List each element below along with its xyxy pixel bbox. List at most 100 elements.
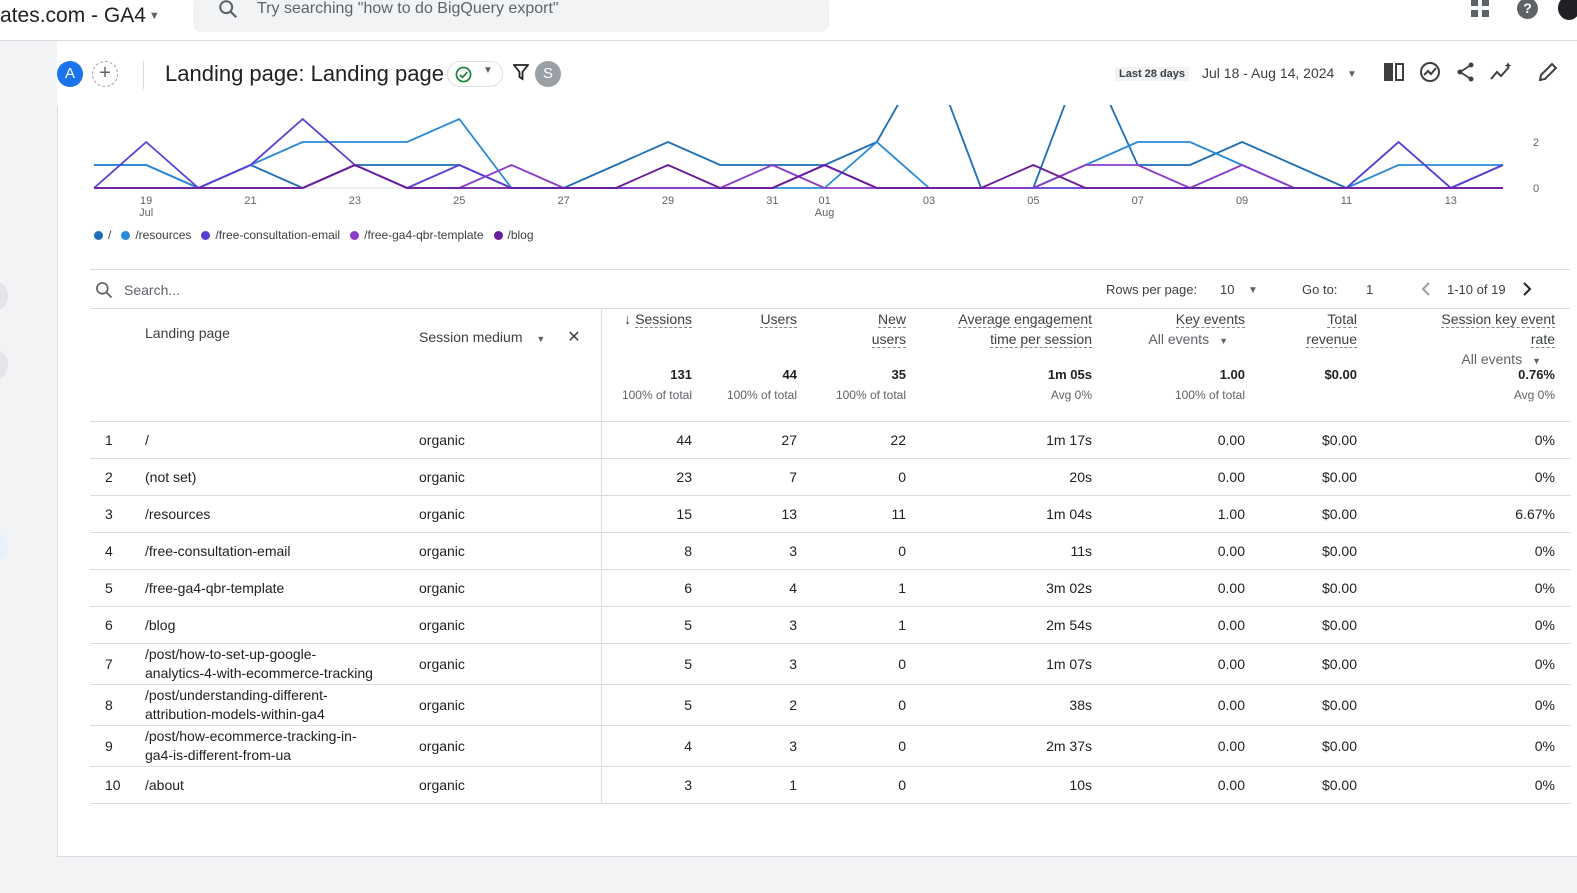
table-search-input[interactable]: Search... (94, 280, 180, 305)
chevron-down-icon[interactable]: ▼ (1347, 69, 1357, 80)
header-label: Key events (1175, 311, 1245, 328)
segment-avatar-s[interactable]: S (535, 61, 561, 87)
search-icon (219, 0, 238, 19)
new_users-cell: 0 (797, 766, 906, 804)
ke-cell: 0.00 (1092, 643, 1245, 685)
nav-item[interactable] (0, 351, 8, 379)
row-number: 2 (90, 458, 145, 496)
table-row[interactable]: 9/post/how-ecommerce-tracking-in-ga4-is-… (90, 725, 1571, 767)
aet-cell: 38s (906, 684, 1092, 726)
account-avatar[interactable] (1558, 0, 1577, 20)
skr-cell: 0% (1357, 421, 1571, 459)
landing-page-cell[interactable]: /free-consultation-email (145, 532, 419, 570)
header-session-medium[interactable]: Session medium ▼ ✕ (419, 309, 602, 367)
sessions-cell: 5 (601, 606, 692, 644)
table-row[interactable]: 4/free-consultation-email organic 8 3 0 11s 0.… (90, 532, 1571, 570)
nav-item-active[interactable] (0, 532, 8, 560)
table-row[interactable]: 7/post/how-to-set-up-google-analytics-4-… (90, 643, 1571, 685)
table-row[interactable]: 8/post/understanding-different-attributi… (90, 684, 1571, 726)
rev-cell: $0.00 (1245, 532, 1357, 570)
rows-per-page-label: Rows per page: (1106, 282, 1198, 297)
session-medium-cell: organic (419, 684, 602, 726)
row-number: 6 (90, 606, 145, 644)
legend-item[interactable]: /free-consultation-email (201, 228, 340, 242)
close-icon[interactable]: ✕ (567, 329, 581, 346)
header-session-key-event-rate[interactable]: Session key event rate All events ▼ (1357, 309, 1571, 367)
global-search-input[interactable]: Try searching "how to do BigQuery export… (193, 0, 829, 32)
rows-per-page-select[interactable]: 10 (1220, 282, 1235, 297)
help-icon[interactable]: ? (1517, 0, 1538, 19)
account-selector[interactable]: ates.com - GA4 ▼ (0, 4, 160, 28)
apps-grid-icon[interactable] (1470, 0, 1492, 20)
chevron-down-icon[interactable]: ▼ (536, 334, 546, 344)
legend-item[interactable]: / (94, 228, 111, 242)
comparison-avatar-a[interactable]: A (57, 61, 83, 87)
add-comparison-button[interactable]: + (92, 61, 118, 87)
totals-row: 131 100% of total 44 100% of total 35 100% … (90, 367, 1571, 422)
rev-cell: $0.00 (1245, 421, 1357, 459)
header-users[interactable]: Users (692, 309, 797, 367)
goto-input[interactable]: 1 (1366, 282, 1374, 297)
share-icon[interactable] (1455, 61, 1477, 83)
landing-page-cell[interactable]: /post/understanding-different-attributio… (145, 684, 419, 726)
table-row[interactable]: 6/blog organic 5 3 1 2m 54s 0.00 $0.00 0% (90, 606, 1571, 644)
header-avg-engagement-time[interactable]: Average engagement time per session (906, 309, 1092, 367)
ke-cell: 0.00 (1092, 684, 1245, 726)
edit-pencil-icon[interactable] (1537, 61, 1559, 83)
header-new-users[interactable]: New users (797, 309, 906, 367)
x-tick-label: 23 (349, 195, 361, 207)
legend-label: /blog (507, 228, 534, 242)
users-cell: 1 (692, 766, 797, 804)
key-events-filter[interactable]: All events ▼ (1092, 331, 1245, 347)
new_users-cell: 0 (797, 532, 906, 570)
table-row[interactable]: 3/resources organic 15 13 11 1m 04s 1.00 $0.00 6… (90, 495, 1571, 533)
x-tick-label: 19 (140, 195, 152, 207)
legend-item[interactable]: /free-ga4-qbr-template (350, 228, 484, 242)
x-tick-label: 03 (923, 195, 935, 207)
header-landing-page[interactable]: Landing page (145, 309, 419, 367)
report-status-chip[interactable]: ▼ (447, 61, 503, 87)
nav-item[interactable] (0, 282, 8, 310)
landing-page-cell[interactable]: / (145, 421, 419, 459)
legend-item[interactable]: /resources (121, 228, 191, 242)
left-nav-rail (0, 41, 57, 893)
table-row[interactable]: 2 (not set) organic 23 7 0 20s 0.00 $0.00 0% (90, 458, 1571, 496)
session-medium-cell: organic (419, 606, 602, 644)
chevron-down-icon[interactable]: ▼ (1248, 285, 1258, 296)
header-sessions[interactable]: ↓ Sessions (601, 309, 692, 367)
table-row[interactable]: 5/free-ga4-qbr-template organic 6 4 1 3m 02s 0… (90, 569, 1571, 607)
filter-label: All events (1461, 351, 1523, 367)
table-row[interactable]: 1/ organic 44 27 22 1m 17s 0.00 $0.00 0% (90, 421, 1571, 459)
ke-cell: 0.00 (1092, 421, 1245, 459)
date-range-selector[interactable]: Jul 18 - Aug 14, 2024 (1202, 65, 1335, 81)
aet-cell: 2m 54s (906, 606, 1092, 644)
landing-page-cell[interactable]: /post/how-to-set-up-google-analytics-4-w… (145, 643, 419, 685)
aet-cell: 20s (906, 458, 1092, 496)
new_users-cell: 0 (797, 643, 906, 685)
new_users-cell: 1 (797, 569, 906, 607)
landing-page-cell[interactable]: /resources (145, 495, 419, 533)
users-cell: 13 (692, 495, 797, 533)
landing-page-cell[interactable]: (not set) (145, 458, 419, 496)
legend-item[interactable]: /blog (493, 228, 534, 242)
compare-columns-icon[interactable] (1383, 61, 1405, 83)
x-tick-label: 09 (1236, 195, 1248, 207)
sessions-cell: 6 (601, 569, 692, 607)
landing-page-cell[interactable]: /post/how-ecommerce-tracking-in-ga4-is-d… (145, 725, 419, 767)
users-cell: 3 (692, 643, 797, 685)
landing-page-cell[interactable]: /blog (145, 606, 419, 644)
skr-filter[interactable]: All events ▼ (1357, 351, 1555, 367)
table-row[interactable]: 10/about organic 3 1 0 10s 0.00 $0.00 0% (90, 766, 1571, 804)
landing-page-cell[interactable]: /about (145, 766, 419, 804)
landing-page-cell[interactable]: /free-ga4-qbr-template (145, 569, 419, 607)
trending-sparkle-icon[interactable] (1489, 61, 1513, 83)
header-total-revenue[interactable]: Total revenue (1245, 309, 1357, 367)
header-key-events[interactable]: Key events All events ▼ (1092, 309, 1245, 367)
landing-page-text: /free-ga4-qbr-template (145, 579, 285, 596)
insights-icon[interactable] (1419, 61, 1441, 83)
chevron-right-icon[interactable] (1521, 281, 1533, 297)
rev-cell: $0.00 (1245, 606, 1357, 644)
chevron-left-icon[interactable] (1420, 281, 1432, 297)
filter-icon[interactable] (513, 63, 529, 81)
row-number: 1 (90, 421, 145, 459)
